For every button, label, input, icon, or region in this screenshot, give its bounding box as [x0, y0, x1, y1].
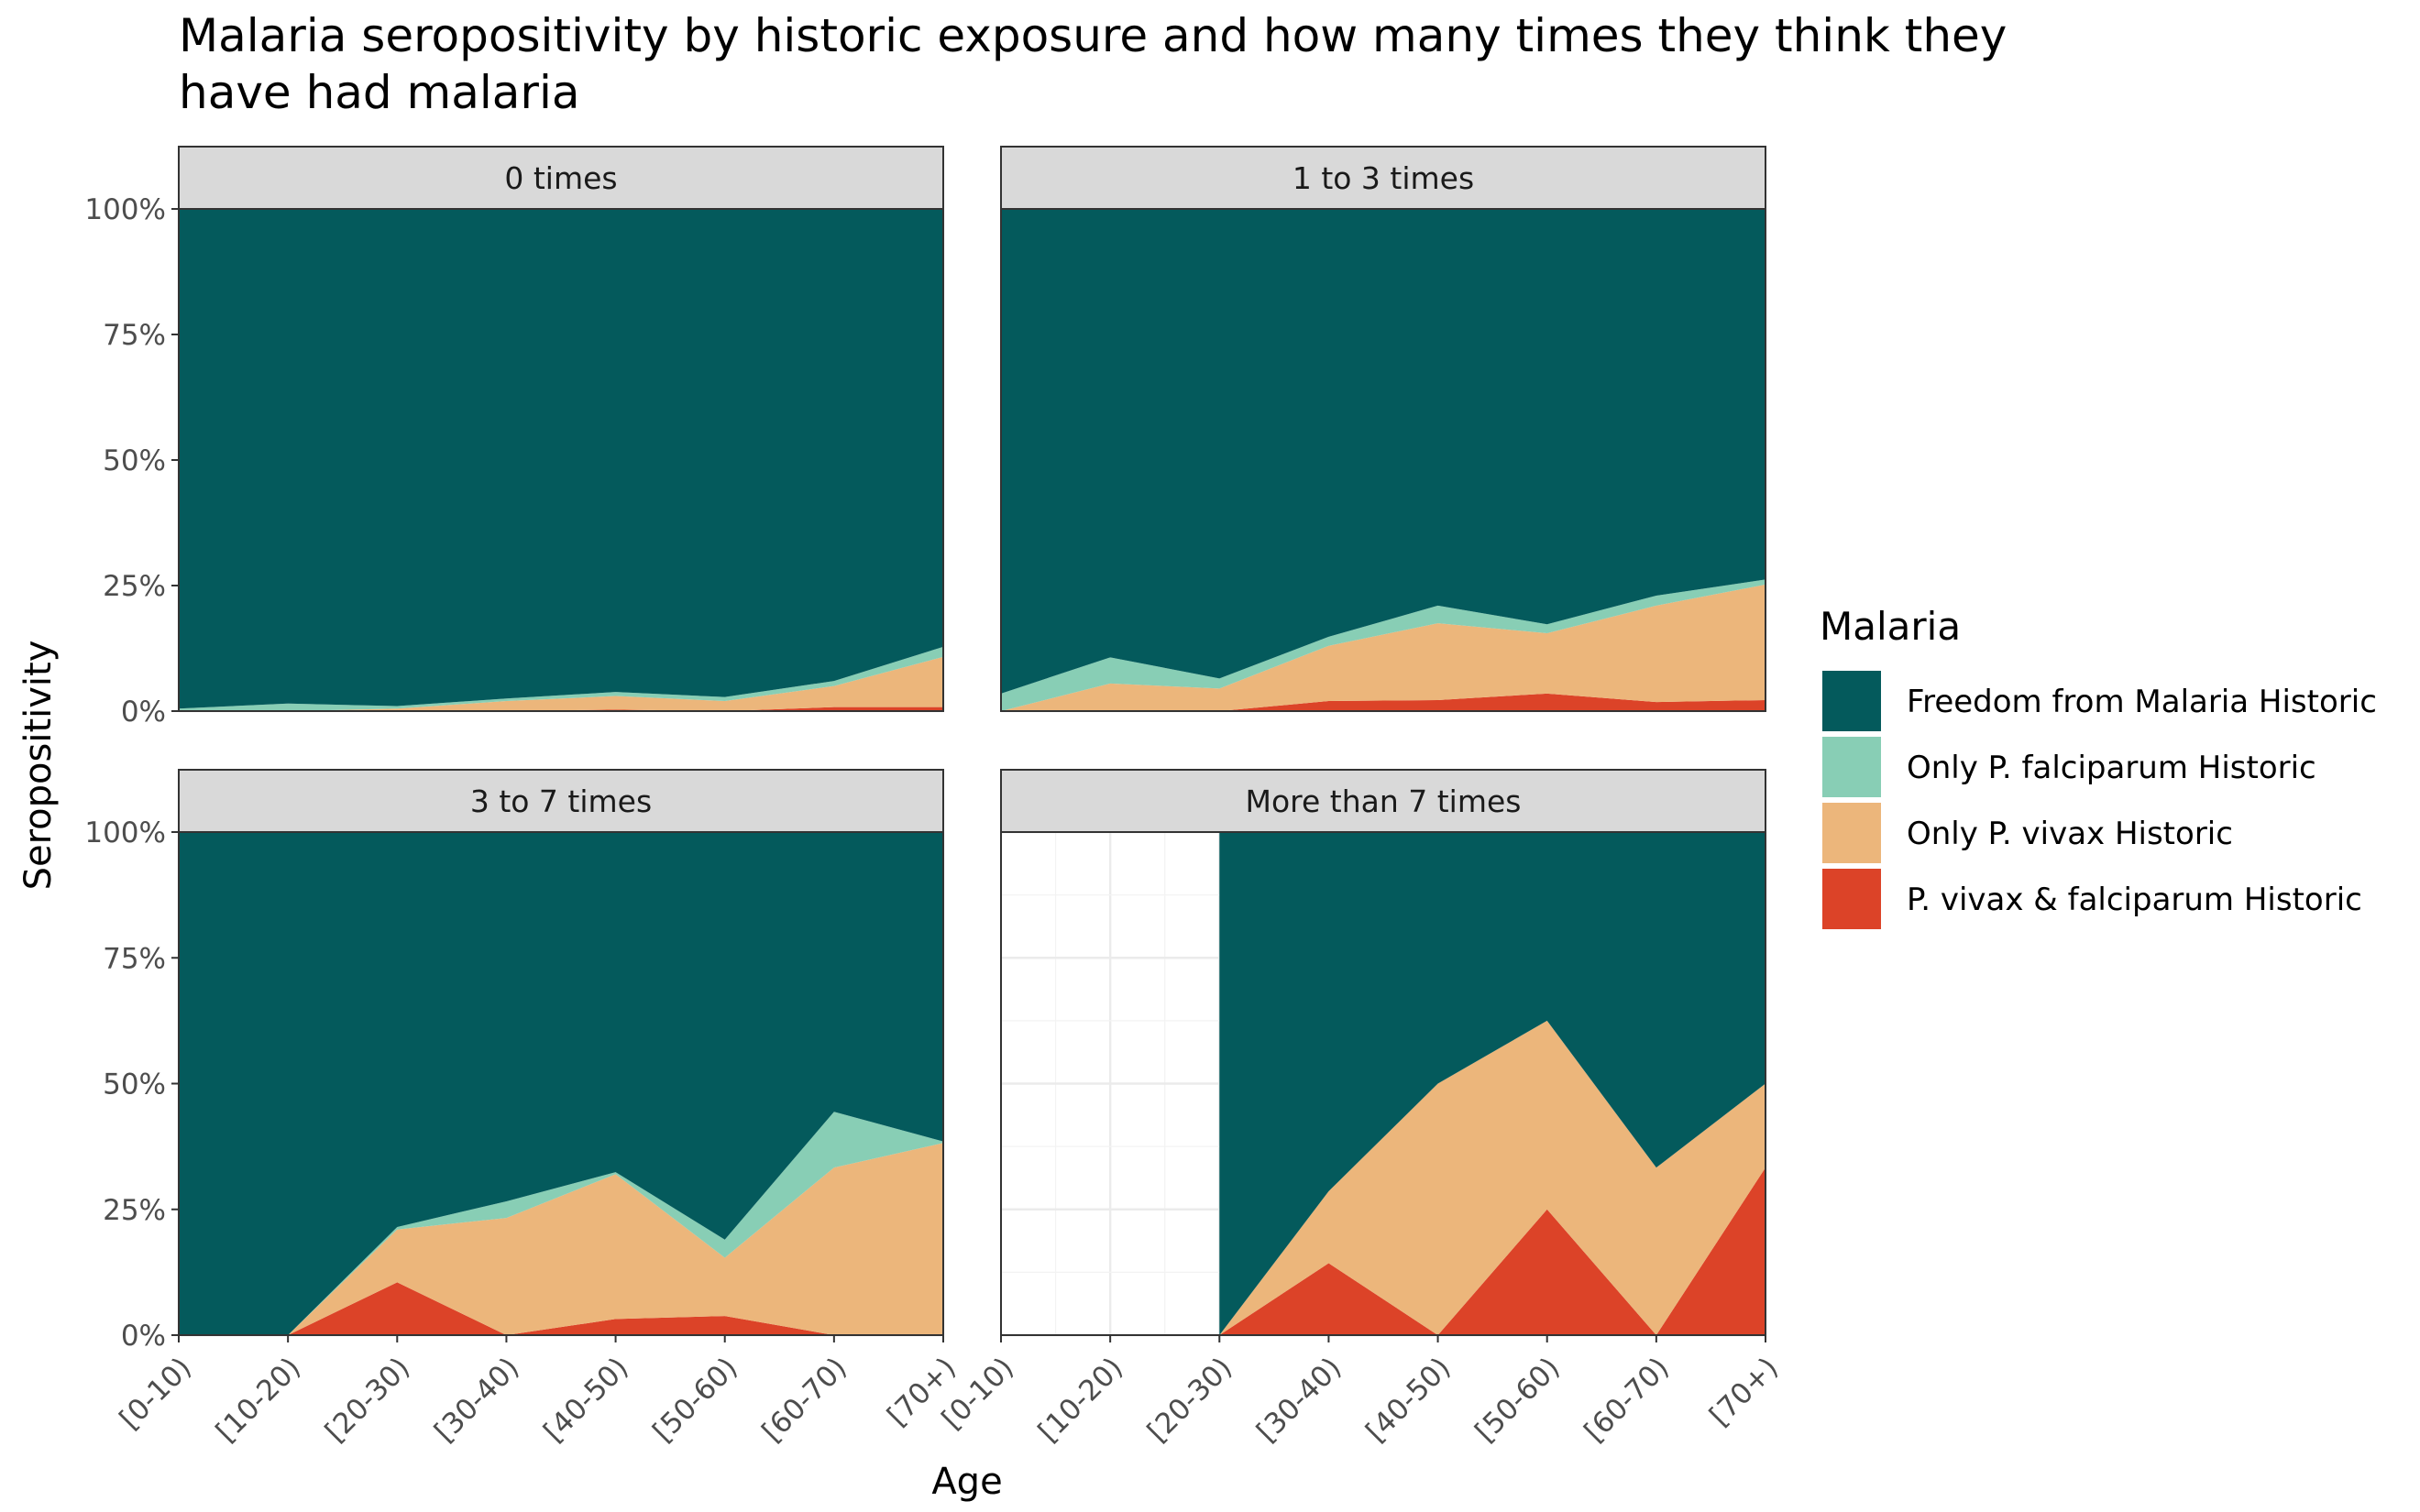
area-freedom-from-malaria-historic — [1001, 209, 1766, 694]
chart-title-line-2: have had malaria — [179, 66, 580, 119]
area-only-p-vivax-historic — [1219, 1020, 1766, 1335]
x-tick-label: [60-70) — [1578, 1352, 1676, 1449]
y-tick-label: 50% — [103, 1068, 166, 1101]
y-tick-label: 100% — [84, 193, 166, 226]
y-tick-label: 25% — [103, 570, 166, 603]
legend-label: Only P. falciparum Historic — [1907, 750, 2316, 786]
area-only-p-falciparum-historic — [1001, 579, 1766, 711]
legend: Malaria Freedom from Malaria Historic Onl… — [1820, 604, 2377, 929]
legend-swatch — [1822, 671, 1881, 731]
x-tick-label: [40-50) — [1359, 1352, 1457, 1449]
legend-label: Only P. vivax Historic — [1907, 816, 2233, 852]
facet-strip-label: 0 times — [504, 160, 617, 196]
y-tick-label: 0% — [121, 696, 166, 729]
x-tick-label: [50-60) — [1468, 1352, 1566, 1449]
area-only-p-vivax-historic — [1001, 584, 1766, 711]
facet-strip-label: 1 to 3 times — [1292, 160, 1474, 196]
x-tick-label: [30-40) — [428, 1352, 525, 1449]
x-tick-label: [20-30) — [1141, 1352, 1238, 1449]
area-only-p-falciparum-historic — [179, 1112, 943, 1335]
area-only-p-vivax-historic — [179, 656, 943, 711]
facet-panels: 0 times 0% 25% 50% 75% 100% 1 to 3 times 3 to 7… — [84, 146, 1785, 1449]
x-tick-label: [70+) — [1703, 1352, 1785, 1433]
area-only-p-vivax-historic — [179, 1143, 943, 1335]
legend-label: P. vivax & falciparum Historic — [1907, 882, 2362, 918]
facet-panel: More than 7 times[0-10) [10-20) [20-30) [30… — [936, 769, 1785, 1449]
y-tick-label: 50% — [103, 444, 166, 477]
x-tick-label: [0-10) — [114, 1352, 198, 1436]
legend-swatch — [1822, 803, 1881, 863]
area-p-vivax-falciparum-historic — [179, 1282, 943, 1335]
y-axis-title: Seropositivity — [17, 641, 60, 891]
x-tick-label: [60-70) — [756, 1352, 853, 1449]
legend-swatch — [1822, 737, 1881, 797]
x-tick-label: [10-20) — [1032, 1352, 1129, 1449]
facet-panel: 0 times 0% 25% 50% 75% 100% — [84, 146, 945, 729]
x-axis-title: Age — [931, 1461, 1002, 1503]
chart-title-line-1: Malaria seropositivity by historic expos… — [179, 9, 2007, 62]
area-freedom-from-malaria-historic — [1219, 832, 1766, 1335]
facet-strip-label: 3 to 7 times — [470, 783, 652, 819]
facet-strip-label: More than 7 times — [1245, 783, 1521, 819]
area-p-vivax-falciparum-historic — [1219, 1167, 1766, 1335]
x-tick-label: [50-60) — [646, 1352, 743, 1449]
x-tick-label: [20-30) — [319, 1352, 416, 1449]
y-tick-label: 100% — [84, 816, 166, 849]
y-tick-label: 25% — [103, 1194, 166, 1227]
legend-title: Malaria — [1820, 604, 1961, 649]
x-tick-label: [40-50) — [537, 1352, 634, 1449]
y-tick-label: 0% — [121, 1320, 166, 1353]
facet-panel: 1 to 3 times — [999, 146, 1767, 713]
area-freedom-from-malaria-historic — [179, 209, 943, 709]
facet-strip — [1000, 769, 1766, 833]
y-tick-label: 75% — [103, 319, 166, 352]
facet-panel: 3 to 7 times 0% 25% 50% 75% 100% [0-10) [10-20)… — [84, 769, 962, 1449]
facet-strip — [1000, 146, 1766, 210]
y-tick-label: 75% — [103, 942, 166, 975]
area-p-vivax-falciparum-historic — [1001, 693, 1766, 711]
x-tick-label: [30-40) — [1250, 1352, 1348, 1449]
area-only-p-falciparum-historic — [179, 646, 943, 711]
legend-label: Freedom from Malaria Historic — [1907, 684, 2377, 720]
legend-swatch — [1822, 869, 1881, 929]
facet-strip — [178, 769, 944, 833]
facet-strip — [178, 146, 944, 210]
area-p-vivax-falciparum-historic — [179, 707, 943, 711]
x-tick-label: [10-20) — [210, 1352, 307, 1449]
area-freedom-from-malaria-historic — [179, 832, 943, 1335]
